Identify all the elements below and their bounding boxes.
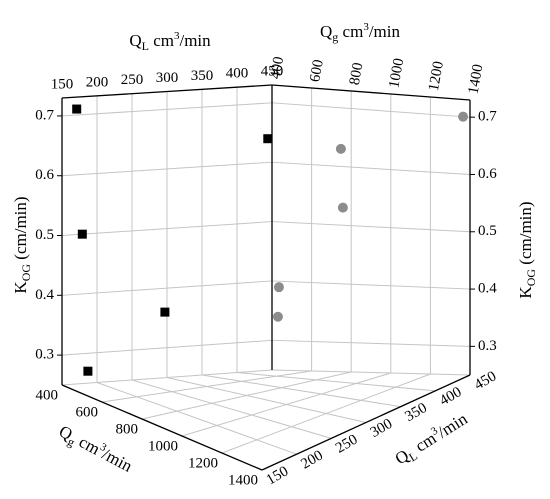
axis-title-sub: g bbox=[332, 30, 338, 44]
grid-line bbox=[271, 339, 471, 347]
grid-line bbox=[61, 280, 273, 296]
axis-title-sub: OG bbox=[19, 264, 33, 282]
z-tick-label: 0.5 bbox=[35, 227, 54, 243]
x-tick-label: 1200 bbox=[188, 455, 218, 471]
y-axis-title: QL cm3/min bbox=[129, 30, 211, 53]
axis-line bbox=[61, 384, 263, 471]
axis-title-unit: cm bbox=[72, 430, 103, 459]
data-point bbox=[160, 307, 170, 317]
x-axis-title: Qg cm3/min bbox=[320, 21, 400, 44]
y-tick-label: 350 bbox=[191, 68, 214, 84]
axis-title-rest: /min bbox=[369, 22, 401, 41]
x-tick-label: 1000 bbox=[386, 57, 407, 89]
axis-title-sup: 3 bbox=[363, 21, 369, 33]
axis-title-sup: 3 bbox=[98, 441, 109, 454]
data-point bbox=[83, 366, 93, 376]
grid-line bbox=[271, 280, 471, 290]
data-point bbox=[337, 202, 348, 213]
axis-title-main: Q bbox=[129, 31, 141, 50]
z-tick-label: 0.7 bbox=[35, 107, 54, 123]
axis-line bbox=[61, 84, 273, 99]
data-point bbox=[263, 134, 273, 144]
axis-title-unit: (cm/min) bbox=[516, 201, 535, 269]
data-point bbox=[335, 143, 346, 154]
axis-line bbox=[261, 374, 471, 471]
z-tick-label: 0.4 bbox=[478, 281, 497, 297]
x-tick-label: 1400 bbox=[466, 63, 487, 95]
z-tick-label: 0.4 bbox=[35, 287, 54, 303]
grid-line bbox=[271, 102, 471, 118]
x-tick-label: 800 bbox=[347, 61, 367, 86]
axis-title-unit: cm bbox=[149, 31, 174, 50]
z-tick-label: 0.3 bbox=[478, 338, 497, 354]
z-axis-title: KOG (cm/min) bbox=[11, 196, 33, 293]
axis-title-rest: /min bbox=[179, 31, 211, 50]
y-tick-label: 250 bbox=[121, 72, 144, 88]
data-point bbox=[272, 311, 283, 322]
data-point bbox=[77, 229, 87, 239]
grid-line bbox=[236, 372, 436, 392]
grid-line bbox=[166, 377, 367, 423]
z-tick-label: 0.3 bbox=[35, 347, 54, 363]
y-tick-label: 200 bbox=[86, 74, 109, 90]
axis-title-sup: 3 bbox=[174, 30, 180, 42]
x-tick-label: 400 bbox=[268, 55, 288, 80]
axis-line bbox=[271, 84, 471, 101]
data-point bbox=[72, 104, 82, 114]
axis-title-sub: g bbox=[65, 434, 77, 449]
y-tick-label: 400 bbox=[226, 66, 249, 82]
y-tick-label: 450 bbox=[261, 63, 284, 79]
y-tick-label: 300 bbox=[156, 70, 179, 86]
grid-line bbox=[201, 374, 401, 408]
grid-line bbox=[61, 161, 273, 177]
grid-line bbox=[61, 221, 273, 237]
axis-title-sup: 3 bbox=[429, 424, 440, 437]
grid-line bbox=[61, 102, 273, 117]
x-tick-label: 400 bbox=[36, 387, 59, 403]
axis-title-unit: cm bbox=[338, 22, 363, 41]
axis-title-unit: (cm/min) bbox=[11, 196, 30, 264]
x-tick-label: 1200 bbox=[426, 60, 447, 92]
x-tick-label: 1400 bbox=[228, 472, 258, 488]
x-tick-label: 1000 bbox=[148, 438, 178, 454]
z-axis-title: KOG (cm/min) bbox=[516, 201, 538, 298]
x-tick-label: 600 bbox=[307, 58, 327, 83]
grid-line bbox=[271, 221, 471, 233]
axis-title-sub: OG bbox=[524, 269, 538, 287]
grid-line bbox=[131, 379, 332, 439]
data-point bbox=[458, 111, 469, 122]
x-tick-label: 800 bbox=[116, 421, 139, 437]
x-tick-label: 600 bbox=[76, 404, 99, 420]
axis-title-sub: L bbox=[142, 39, 149, 53]
grid-line bbox=[271, 161, 471, 175]
grid-line bbox=[96, 382, 297, 455]
y-axis-title: QL cm3/min bbox=[391, 408, 473, 471]
y-tick-label: 450 bbox=[472, 368, 499, 393]
grid-line bbox=[61, 339, 273, 356]
data-point bbox=[273, 282, 284, 293]
z-tick-label: 0.7 bbox=[478, 109, 497, 125]
axis-title-rest: /min bbox=[434, 409, 471, 442]
axis-title-main: Q bbox=[320, 22, 332, 41]
z-tick-label: 0.6 bbox=[35, 167, 54, 183]
z-tick-label: 0.6 bbox=[478, 166, 497, 182]
axis-title-main: K bbox=[516, 286, 535, 299]
z-tick-label: 0.5 bbox=[478, 223, 497, 239]
grid-line bbox=[271, 369, 471, 376]
y-tick-label: 150 bbox=[51, 76, 74, 92]
axis-title-main: K bbox=[11, 281, 30, 294]
axis-title-rest: /min bbox=[99, 444, 136, 476]
